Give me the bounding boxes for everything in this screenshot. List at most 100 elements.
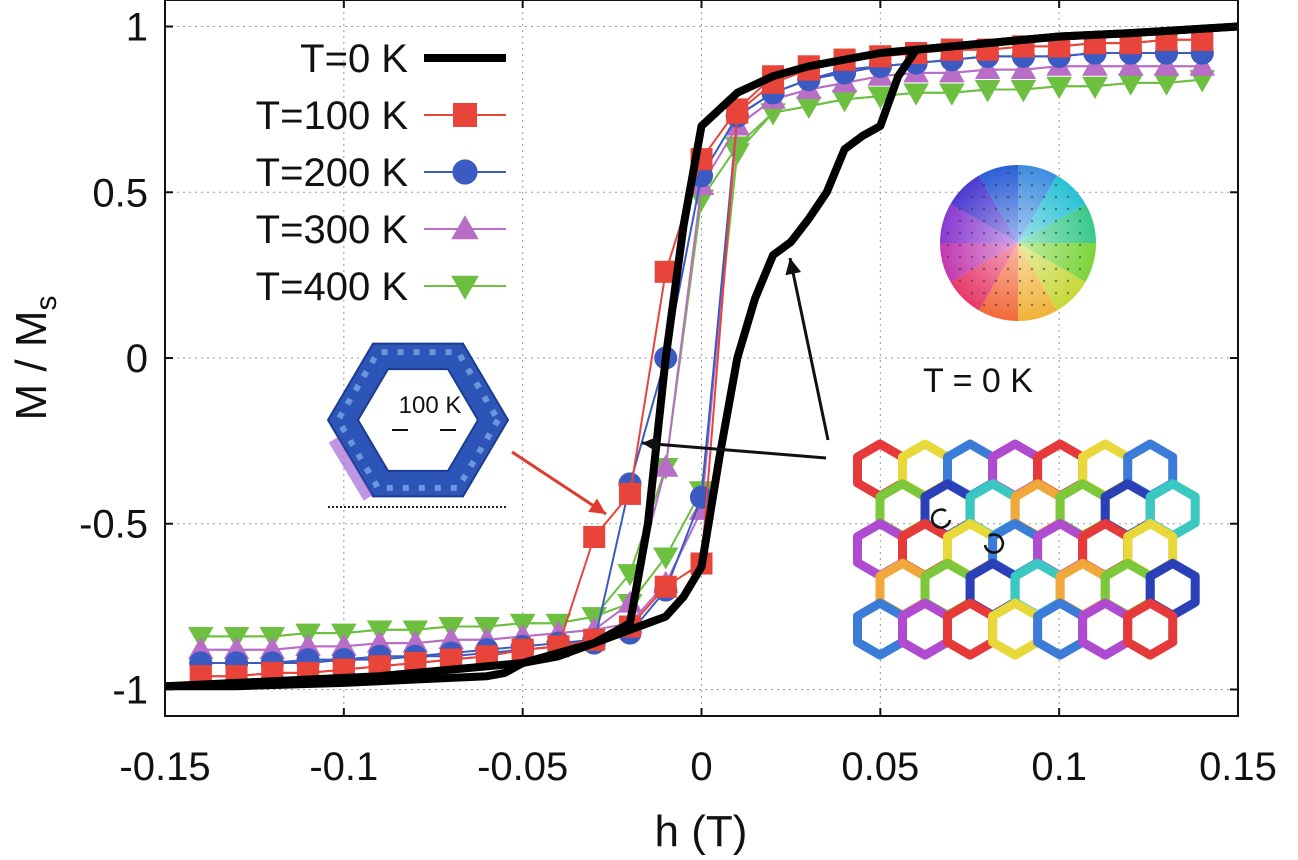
data-point — [654, 575, 677, 598]
legend-label: T=300 K — [256, 208, 409, 252]
disc-dot — [970, 207, 974, 211]
data-point — [1119, 32, 1142, 55]
data-point — [653, 454, 679, 477]
arrow-100k — [511, 450, 607, 516]
disc-dot — [1018, 279, 1022, 283]
disc-dot — [1066, 243, 1070, 247]
disc-dot — [1006, 207, 1010, 211]
disc-dot — [1078, 267, 1082, 271]
disc-dot — [994, 219, 998, 223]
arrow-100k-head — [588, 498, 606, 514]
data-point — [1010, 56, 1037, 79]
x-tick-label: 0.1 — [1031, 745, 1087, 789]
legend-label: T=400 K — [256, 265, 409, 309]
disc-dot — [1054, 207, 1058, 211]
lattice-cell — [943, 598, 998, 660]
disc-dot — [1042, 279, 1046, 283]
disc-dot — [970, 231, 974, 235]
x-axis-label: h (T) — [655, 807, 748, 856]
disc-dot — [994, 291, 998, 295]
lattice-cell — [988, 598, 1043, 660]
disc-dot — [1054, 279, 1058, 283]
legend-label: T=100 K — [256, 94, 409, 138]
disc-dot — [1018, 291, 1022, 295]
data-point — [511, 638, 534, 661]
disc-dot — [994, 195, 998, 199]
disc-dot — [1066, 207, 1070, 211]
inset-honeycomb-lattice — [853, 439, 1200, 660]
disc-dot — [1066, 195, 1070, 199]
data-point — [1010, 80, 1037, 103]
arrow-0k-left-head — [642, 436, 659, 453]
disc-dot — [1054, 291, 1058, 295]
disc-dot — [958, 219, 962, 223]
legend-marker — [451, 215, 479, 240]
disc-dot — [1006, 231, 1010, 235]
disc-dot — [994, 243, 998, 247]
legend-marker — [453, 103, 477, 127]
legend-marker — [451, 275, 479, 300]
disc-dot — [1006, 183, 1010, 187]
disc-dot — [1030, 219, 1034, 223]
disc-dot — [1078, 231, 1082, 235]
disc-dot — [1006, 255, 1010, 259]
legend-label: T=200 K — [256, 151, 409, 195]
series-t-400-k — [188, 70, 1215, 650]
y-tick-label: -0.5 — [79, 503, 148, 547]
disc-dot — [970, 195, 974, 199]
data-point — [583, 526, 606, 548]
data-point — [1046, 76, 1072, 99]
disc-dot — [1042, 303, 1046, 307]
disc-dot — [1030, 231, 1034, 235]
disc-dot — [1042, 255, 1046, 259]
ring-tint — [328, 437, 373, 501]
disc-dot — [982, 243, 986, 247]
disc-dot — [982, 303, 986, 307]
legend-label: T=0 K — [300, 37, 408, 81]
disc-dot — [1066, 231, 1070, 235]
data-point — [1118, 53, 1144, 76]
disc-dot — [994, 207, 998, 211]
disc-dot — [1018, 183, 1022, 187]
disc-dot — [1018, 267, 1022, 271]
disc-dot — [982, 207, 986, 211]
x-tick-label: -0.1 — [309, 745, 378, 789]
disc-dot — [982, 255, 986, 259]
disc-dot — [946, 243, 950, 247]
disc-dot — [1054, 243, 1058, 247]
disc-dot — [1042, 207, 1046, 211]
disc-dot — [1018, 219, 1022, 223]
y-tick-label: -1 — [112, 668, 148, 712]
disc-dot — [1054, 183, 1058, 187]
y-tick-label: 1 — [126, 6, 148, 50]
disc-dot — [970, 267, 974, 271]
arrow-0k-up — [788, 257, 830, 441]
disc-dot — [982, 219, 986, 223]
data-point — [654, 260, 677, 283]
data-point — [939, 60, 965, 83]
y-tick-label: 0.5 — [92, 171, 148, 215]
data-point — [760, 103, 786, 126]
disc-dot — [1006, 267, 1010, 271]
y-axis-label: M / Ms — [7, 296, 63, 421]
disc-dot — [982, 195, 986, 199]
inset-left-label: 100 K — [399, 392, 462, 419]
lattice-cell — [1033, 598, 1088, 660]
disc-dot — [958, 255, 962, 259]
disc-dot — [1054, 255, 1058, 259]
disc-dot — [1042, 243, 1046, 247]
data-point — [974, 80, 1001, 103]
lattice-cell — [1078, 598, 1133, 660]
rotation-mark — [983, 533, 1005, 554]
disc-dot — [1030, 195, 1034, 199]
x-axis-ticks: -0.15 -0.1 -0.05 0 0.05 0.1 0.15 — [119, 0, 1277, 789]
disc-dot — [1018, 231, 1022, 235]
data-point — [1082, 76, 1108, 99]
disc-dot — [1006, 219, 1010, 223]
data-point — [1153, 53, 1180, 76]
rotation-mark — [930, 508, 952, 529]
disc-dot — [1078, 255, 1082, 259]
inset-ring-100k — [326, 342, 510, 508]
data-point — [796, 96, 822, 119]
